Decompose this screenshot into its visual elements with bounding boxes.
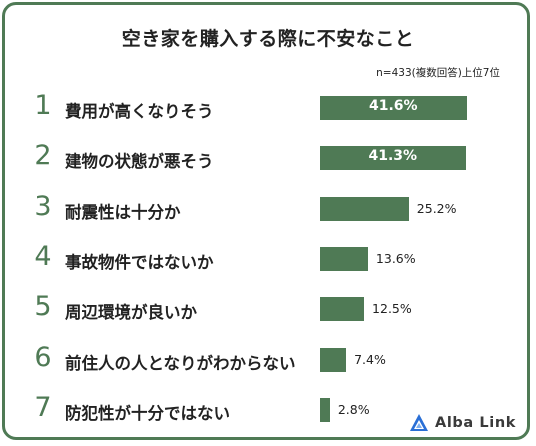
value-label: 2.8% [337,401,370,417]
rank-number: 4 [34,240,52,272]
category-label: 事故物件ではないか [65,252,214,272]
sample-note: n=433(複数回答)上位7位 [376,67,500,79]
bar-row: 6 前住人の人となりがわからない 7.4% [0,342,536,376]
bar [320,196,409,221]
category-label: 費用が高くなりそう [65,102,214,121]
bar-row: 7 防犯性が十分ではない 2.8% [0,392,536,426]
alba-link-logo-icon [410,414,429,431]
category-label: 防犯性が十分ではない [65,403,230,423]
chart-frame [2,2,530,440]
rank-number: 6 [34,341,52,373]
bar [320,297,365,322]
bar [320,246,368,271]
value-label: 13.6% [375,250,416,266]
value-label: 25.2% [416,200,457,216]
value-label: 41.3% [368,148,418,165]
category-label: 建物の状態が悪そう [65,152,214,172]
chart-title: 空き家を購入する際に不安なこと [121,28,415,50]
bar-row: 5 周辺環境が良いか 12.5% [0,291,536,325]
rank-number: 2 [34,140,52,172]
rank-number: 7 [34,391,52,423]
brand-logo: Alba Link [409,410,516,436]
value-label: 7.4% [354,351,386,367]
category-label: 前住人の人となりがわからない [65,353,296,373]
bar [320,397,330,422]
bar-row: 4 事故物件ではないか 13.6% [0,241,536,275]
rank-number: 1 [34,90,52,121]
bar [320,347,347,372]
bar-row: 1 費用が高くなりそう 41.6% [0,90,536,124]
rank-number: 5 [34,291,52,323]
bar-row: 3 耐震性は十分か 25.2% [0,191,536,225]
bar [320,96,467,120]
category-label: 周辺環境が良いか [65,303,197,323]
category-label: 耐震性は十分か [65,202,181,222]
value-label: 41.6% [369,98,418,114]
rank-number: 3 [34,190,52,222]
value-label: 12.5% [372,301,412,317]
bar-row: 2 建物の状態が悪そう 41.3% [0,140,536,174]
bar [320,146,466,171]
logo-text: Alba Link [435,415,516,431]
